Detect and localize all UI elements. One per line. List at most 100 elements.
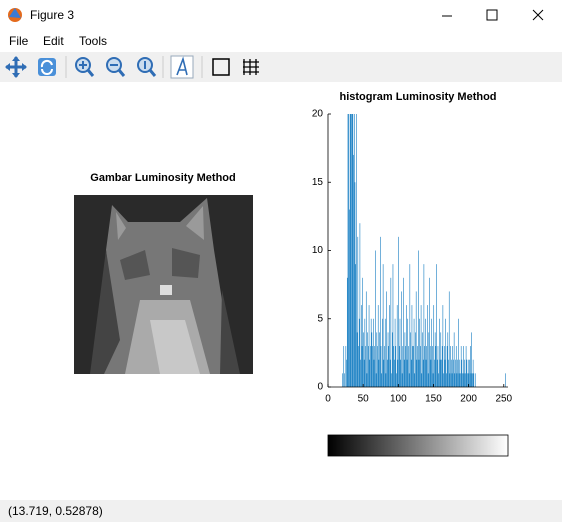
bar <box>371 332 373 387</box>
bar <box>414 373 416 387</box>
x-tick-label: 50 <box>358 394 370 405</box>
bar <box>397 359 399 387</box>
zoom-reset-tool[interactable] <box>137 57 157 77</box>
bar <box>462 373 463 387</box>
bar <box>454 373 456 387</box>
bar <box>422 332 423 387</box>
bar <box>353 154 354 387</box>
bar <box>449 373 451 387</box>
bar <box>380 346 382 387</box>
bar <box>363 332 364 387</box>
close-button[interactable] <box>532 9 544 21</box>
bar <box>362 277 364 387</box>
bar <box>466 359 468 387</box>
bar <box>444 359 446 387</box>
bar <box>420 346 421 387</box>
box-tool[interactable] <box>212 58 230 76</box>
bar <box>429 277 430 387</box>
bar <box>445 318 446 387</box>
pan-tool[interactable] <box>5 56 27 78</box>
bar <box>357 236 359 387</box>
bar <box>432 373 434 387</box>
menu-file[interactable]: File <box>9 34 29 48</box>
bar <box>404 332 406 387</box>
bar <box>351 114 352 387</box>
y-tick-label: 15 <box>312 177 324 188</box>
bar <box>415 291 417 387</box>
bar <box>427 305 428 387</box>
histogram-title: histogram Luminosity Method <box>339 91 496 103</box>
bar <box>361 346 363 387</box>
bar <box>392 264 394 387</box>
bar <box>394 318 396 387</box>
bar <box>425 318 426 387</box>
bar <box>419 318 420 387</box>
bar <box>413 318 415 387</box>
bar <box>470 373 472 387</box>
y-tick-label: 20 <box>312 109 324 120</box>
bar <box>418 359 420 387</box>
rotate-tool[interactable] <box>38 58 56 76</box>
bar <box>421 373 423 387</box>
menu-edit[interactable]: Edit <box>43 34 64 48</box>
bar <box>399 346 400 387</box>
zoom-out-tool[interactable] <box>106 57 126 77</box>
bar <box>382 264 384 387</box>
bar <box>401 373 403 387</box>
bar <box>370 346 371 387</box>
bar <box>457 359 458 387</box>
bar <box>429 346 431 387</box>
bar <box>369 359 371 387</box>
bar <box>460 373 461 387</box>
bar <box>373 359 375 387</box>
menu-tools[interactable]: Tools <box>79 34 107 48</box>
bar <box>405 346 406 387</box>
bar <box>365 291 367 387</box>
bar <box>400 359 401 387</box>
bar <box>411 305 413 387</box>
bar <box>377 305 379 387</box>
app-icon <box>8 8 22 22</box>
bar <box>356 114 357 387</box>
bar <box>367 332 368 387</box>
bar <box>444 346 445 387</box>
bar <box>389 359 391 387</box>
bar <box>350 114 352 388</box>
bar <box>451 359 452 387</box>
bar <box>409 264 411 387</box>
bar <box>439 318 440 387</box>
colorbar <box>327 434 509 457</box>
bar <box>373 318 374 387</box>
bar <box>410 359 412 387</box>
bar <box>451 373 453 387</box>
bar <box>463 346 464 387</box>
bar <box>465 373 466 387</box>
maximize-button[interactable] <box>486 9 498 21</box>
image-title: Gambar Luminosity Method <box>90 172 235 184</box>
text-tool[interactable] <box>170 55 194 79</box>
bar <box>395 346 397 387</box>
bar <box>360 359 361 387</box>
bar <box>458 373 460 387</box>
grid-tool[interactable] <box>243 59 259 75</box>
bar <box>347 114 349 387</box>
bar <box>465 346 467 387</box>
bar <box>379 332 380 387</box>
bar <box>386 291 387 387</box>
bar <box>365 346 366 387</box>
bar <box>470 346 471 387</box>
bar <box>393 346 394 387</box>
bar <box>430 359 432 387</box>
bar <box>448 359 449 387</box>
bar <box>348 114 349 387</box>
bar <box>343 346 345 387</box>
bar <box>446 346 448 387</box>
bar <box>435 346 437 387</box>
bar <box>438 373 439 387</box>
bar <box>396 305 398 387</box>
bar <box>464 359 465 387</box>
bar <box>410 332 411 387</box>
zoom-in-tool[interactable] <box>75 57 95 77</box>
